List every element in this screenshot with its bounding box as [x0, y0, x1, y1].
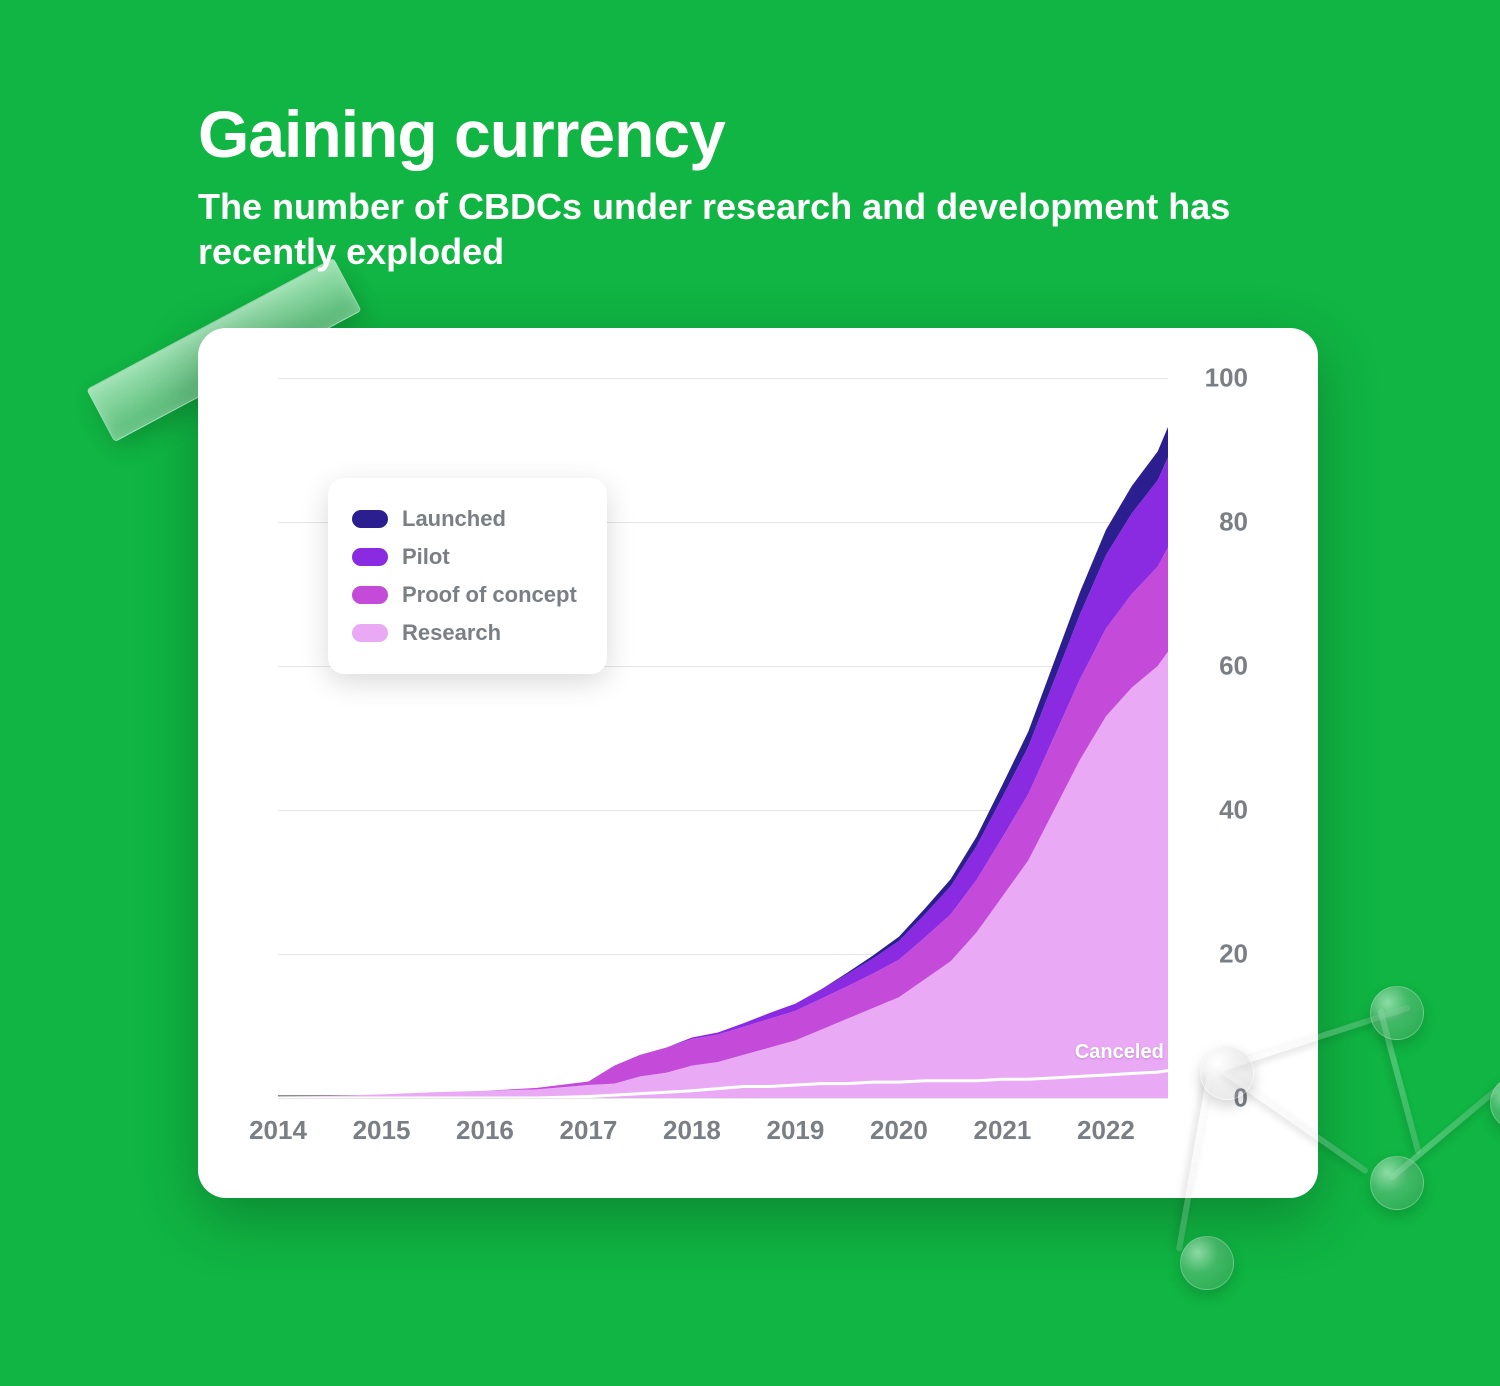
page-title: Gaining currency: [198, 96, 725, 172]
y-tick-label: 60: [1188, 651, 1248, 682]
x-tick-label: 2016: [456, 1115, 514, 1146]
x-tick-label: 2014: [249, 1115, 307, 1146]
legend-swatch: [352, 586, 388, 604]
plot-region: 0204060801002014201520162017201820192020…: [278, 378, 1168, 1098]
x-tick-label: 2019: [767, 1115, 825, 1146]
legend-item-research: Research: [352, 614, 577, 652]
legend-label: Research: [402, 620, 501, 646]
x-tick-label: 2020: [870, 1115, 928, 1146]
y-tick-label: 100: [1188, 363, 1248, 394]
y-tick-label: 80: [1188, 507, 1248, 538]
decorative-network: [1140, 946, 1500, 1346]
x-tick-label: 2018: [663, 1115, 721, 1146]
legend-label: Pilot: [402, 544, 450, 570]
legend-label: Launched: [402, 506, 506, 532]
legend-swatch: [352, 510, 388, 528]
gridline: [278, 1098, 1168, 1099]
legend-item-launched: Launched: [352, 500, 577, 538]
legend-swatch: [352, 624, 388, 642]
page-subtitle: The number of CBDCs under research and d…: [198, 184, 1298, 274]
legend-label: Proof of concept: [402, 582, 577, 608]
x-tick-label: 2022: [1077, 1115, 1135, 1146]
legend-item-poc: Proof of concept: [352, 576, 577, 614]
chart-area: 0204060801002014201520162017201820192020…: [258, 378, 1258, 1168]
x-tick-label: 2017: [560, 1115, 618, 1146]
legend-swatch: [352, 548, 388, 566]
legend: Launched Pilot Proof of concept Research: [328, 478, 607, 674]
legend-item-pilot: Pilot: [352, 538, 577, 576]
x-tick-label: 2015: [353, 1115, 411, 1146]
x-tick-label: 2021: [973, 1115, 1031, 1146]
y-tick-label: 40: [1188, 795, 1248, 826]
